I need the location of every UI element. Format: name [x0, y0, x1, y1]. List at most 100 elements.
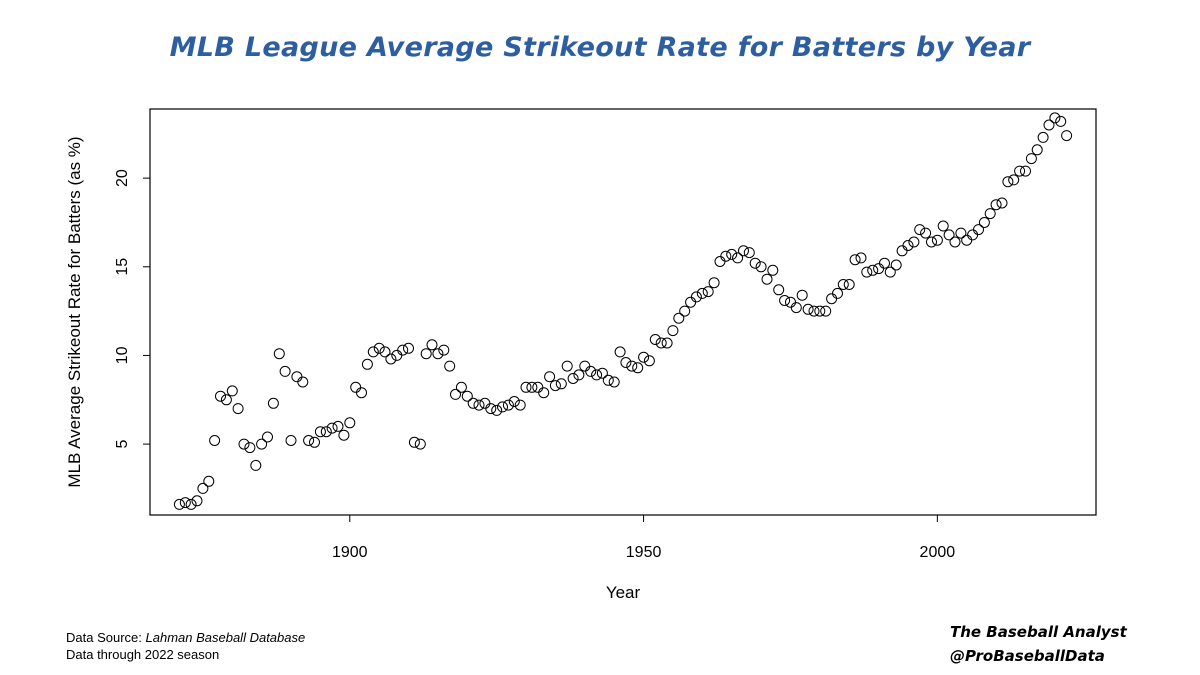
- data-point: [432, 348, 444, 360]
- data-point: [361, 358, 373, 370]
- data-point: [197, 482, 209, 494]
- data-point: [937, 220, 949, 232]
- data-point: [726, 248, 738, 260]
- data-point: [173, 498, 185, 510]
- data-point: [890, 259, 902, 271]
- data-point: [902, 240, 914, 251]
- data-point: [649, 334, 661, 345]
- data-source-note: Data Source: Lahman Baseball Database Da…: [66, 629, 305, 663]
- data-point: [608, 376, 620, 388]
- data-point: [738, 245, 749, 257]
- data-point: [561, 360, 573, 372]
- data-point: [749, 257, 761, 269]
- data-point: [596, 367, 608, 379]
- data-point: [338, 429, 350, 441]
- data-point: [1002, 176, 1014, 188]
- data-point: [256, 438, 268, 450]
- credit-name: The Baseball Analyst: [950, 623, 1127, 641]
- data-point: [426, 339, 438, 351]
- data-point: [614, 346, 626, 358]
- data-point: [203, 475, 215, 487]
- data-point: [943, 229, 955, 241]
- data-point: [579, 360, 591, 372]
- data-point: [179, 497, 191, 509]
- data-point: [185, 498, 197, 510]
- data-point: [643, 355, 655, 367]
- data-point: [497, 401, 508, 413]
- data-point: [408, 436, 420, 448]
- data-point: [978, 217, 990, 228]
- x-axis-label: Year: [606, 583, 641, 602]
- data-point: [420, 348, 432, 360]
- data-point: [332, 420, 344, 432]
- data-point: [685, 296, 697, 308]
- credit-block: The Baseball Analyst @ProBaseballData: [950, 620, 1127, 668]
- data-point: [209, 435, 221, 446]
- data-point: [461, 390, 473, 402]
- data-point: [344, 417, 356, 429]
- data-point: [973, 224, 984, 236]
- data-point: [790, 302, 802, 314]
- data-point: [514, 399, 526, 411]
- data-point: [755, 261, 767, 273]
- data-point: [279, 365, 291, 377]
- x-tick-label: 1900: [332, 544, 368, 561]
- y-axis-label: MLB Average Strikeout Rate for Batters (…: [65, 136, 84, 487]
- data-point: [1031, 144, 1043, 156]
- data-point: [1049, 112, 1061, 124]
- data-point: [549, 380, 561, 392]
- data-point: [508, 396, 520, 407]
- data-point: [573, 369, 585, 381]
- data-point: [785, 296, 796, 308]
- data-point: [931, 234, 943, 246]
- data-point: [779, 295, 791, 306]
- data-point: [450, 388, 461, 400]
- data-point: [926, 236, 937, 248]
- plot-frame: [149, 108, 1097, 516]
- data-point: [702, 286, 714, 298]
- data-point: [273, 348, 285, 360]
- y-axis: 5 10 15 20: [114, 169, 150, 449]
- data-point: [303, 435, 315, 446]
- data-point: [491, 404, 503, 416]
- data-point: [1061, 130, 1073, 142]
- x-tick-label: 1950: [626, 544, 662, 561]
- data-point: [473, 399, 485, 411]
- data-point: [379, 346, 391, 358]
- data-point: [526, 381, 538, 393]
- data-point: [996, 197, 1008, 209]
- data-point: [238, 438, 250, 450]
- chart-title: MLB League Average Strikeout Rate for Ba…: [169, 32, 1031, 63]
- data-point: [920, 227, 932, 239]
- data-source-line: Data Source: Lahman Baseball Database: [66, 629, 305, 646]
- data-point: [1020, 165, 1031, 177]
- data-point: [414, 438, 426, 450]
- data-point: [873, 263, 885, 275]
- data-points: [173, 112, 1073, 510]
- data-point: [820, 305, 832, 317]
- data-point: [567, 373, 579, 384]
- data-point: [632, 362, 644, 374]
- data-point: [520, 381, 532, 393]
- data-point: [367, 346, 379, 358]
- data-point: [1025, 153, 1037, 165]
- data-point: [908, 236, 920, 248]
- data-point: [679, 305, 691, 317]
- data-point: [403, 342, 414, 354]
- data-point: [696, 287, 708, 299]
- data-point: [1037, 131, 1049, 143]
- data-point: [479, 397, 491, 409]
- data-point: [673, 312, 685, 324]
- data-point: [314, 426, 326, 438]
- data-point: [855, 252, 867, 264]
- data-point: [802, 303, 814, 315]
- data-point: [262, 431, 273, 443]
- data-point: [861, 266, 873, 278]
- data-point: [326, 422, 338, 434]
- data-point: [1043, 119, 1055, 131]
- y-tick-label: 5: [114, 440, 131, 449]
- data-point: [714, 256, 726, 267]
- data-point: [832, 287, 843, 299]
- data-point: [661, 337, 673, 349]
